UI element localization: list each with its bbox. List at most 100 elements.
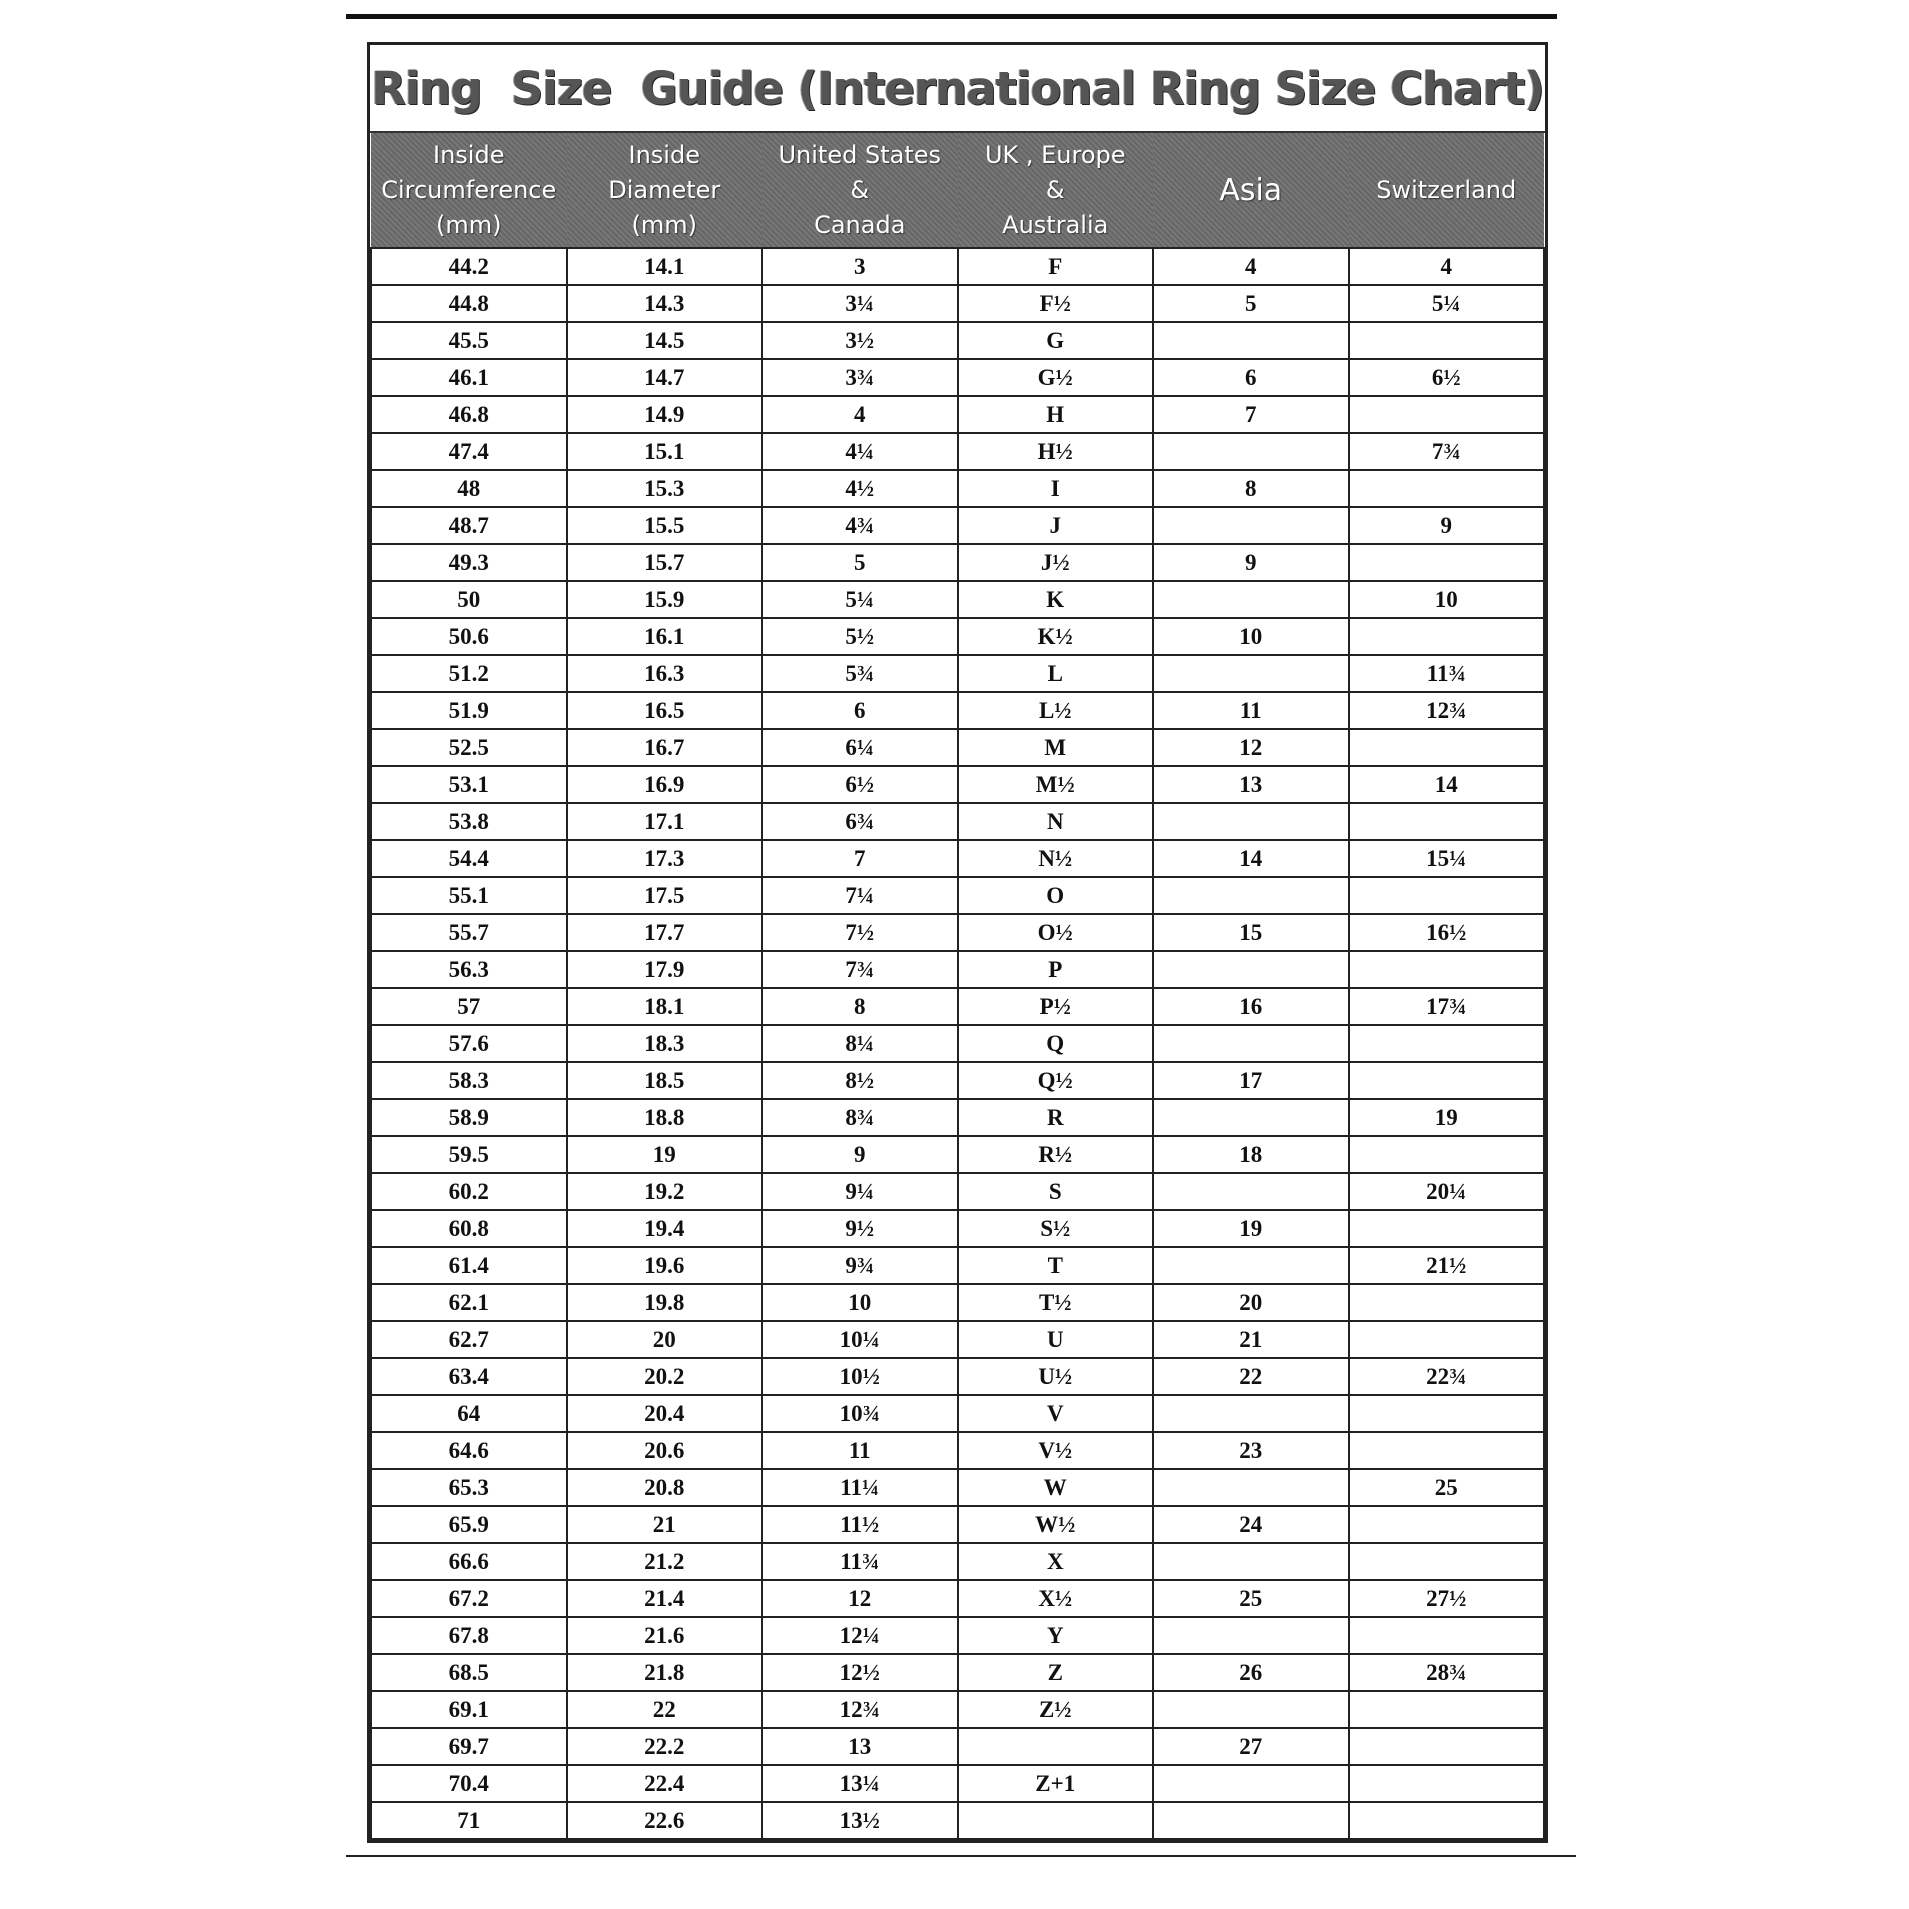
cell-circumference: 64 <box>370 1394 568 1433</box>
cell-circumference: 65.3 <box>370 1468 568 1507</box>
cell-circumference: 63.4 <box>370 1357 568 1396</box>
cell-switzerland: 22¾ <box>1347 1357 1545 1396</box>
table-row: 66.6 21.2 11¾ X <box>370 1542 1545 1581</box>
cell-circumference: 48 <box>370 469 568 508</box>
cell-uk-europe-australia <box>956 1727 1154 1766</box>
cell-circumference: 45.5 <box>370 321 568 360</box>
cell-asia: 19 <box>1152 1209 1350 1248</box>
cell-diameter: 17.5 <box>565 876 763 915</box>
cell-diameter: 16.3 <box>565 654 763 693</box>
cell-circumference: 62.7 <box>370 1320 568 1359</box>
table-row: 67.2 21.4 12 X½ 25 27½ <box>370 1579 1545 1618</box>
cell-us-canada: 12¼ <box>761 1616 959 1655</box>
table-row: 48 15.3 4½ I 8 <box>370 469 1545 508</box>
table-row: 56.3 17.9 7¾ P <box>370 950 1545 989</box>
cell-diameter: 15.7 <box>565 543 763 582</box>
cell-us-canada: 4½ <box>761 469 959 508</box>
table-row: 69.1 22 12¾ Z½ <box>370 1690 1545 1729</box>
cell-switzerland <box>1347 617 1545 656</box>
ring-size-table: Inside Circumference (mm) Inside Diamete… <box>370 133 1545 1840</box>
cell-diameter: 19.8 <box>565 1283 763 1322</box>
cell-circumference: 58.3 <box>370 1061 568 1100</box>
cell-asia: 25 <box>1152 1579 1350 1618</box>
cell-circumference: 60.2 <box>370 1172 568 1211</box>
table-row: 59.5 19 9 R½ 18 <box>370 1135 1545 1174</box>
cell-switzerland <box>1347 728 1545 767</box>
header-switzerland: Switzerland <box>1348 133 1544 248</box>
cell-asia: 17 <box>1152 1061 1350 1100</box>
cell-diameter: 16.5 <box>565 691 763 730</box>
cell-circumference: 46.8 <box>370 395 568 434</box>
cell-us-canada: 12 <box>761 1579 959 1618</box>
cell-asia <box>1152 654 1350 693</box>
header-diameter: Inside Diameter (mm) <box>566 133 762 248</box>
cell-uk-europe-australia: Y <box>956 1616 1154 1655</box>
cell-switzerland: 16½ <box>1347 913 1545 952</box>
cell-diameter: 19.4 <box>565 1209 763 1248</box>
header-row: Inside Circumference (mm) Inside Diamete… <box>371 133 1544 248</box>
cell-switzerland: 20¼ <box>1347 1172 1545 1211</box>
cell-uk-europe-australia: U½ <box>956 1357 1154 1396</box>
cell-diameter: 21.2 <box>565 1542 763 1581</box>
table-row: 55.1 17.5 7¼ O <box>370 876 1545 915</box>
cell-diameter: 20.8 <box>565 1468 763 1507</box>
cell-switzerland <box>1347 395 1545 434</box>
cell-asia <box>1152 1024 1350 1063</box>
cell-asia: 22 <box>1152 1357 1350 1396</box>
cell-switzerland <box>1347 1024 1545 1063</box>
cell-asia: 24 <box>1152 1505 1350 1544</box>
cell-diameter: 17.3 <box>565 839 763 878</box>
cell-uk-europe-australia: I <box>956 469 1154 508</box>
cell-us-canada: 5 <box>761 543 959 582</box>
cell-circumference: 57 <box>370 987 568 1026</box>
cell-asia: 11 <box>1152 691 1350 730</box>
cell-us-canada: 5¾ <box>761 654 959 693</box>
cell-uk-europe-australia: K½ <box>956 617 1154 656</box>
cell-diameter: 21.6 <box>565 1616 763 1655</box>
cell-diameter: 16.9 <box>565 765 763 804</box>
table-row: 50 15.9 5¼ K 10 <box>370 580 1545 619</box>
cell-diameter: 18.8 <box>565 1098 763 1137</box>
cell-circumference: 53.1 <box>370 765 568 804</box>
cell-asia: 6 <box>1152 358 1350 397</box>
cell-asia <box>1152 1690 1350 1729</box>
cell-asia <box>1152 950 1350 989</box>
cell-us-canada: 3½ <box>761 321 959 360</box>
cell-circumference: 57.6 <box>370 1024 568 1063</box>
cell-circumference: 70.4 <box>370 1764 568 1803</box>
cell-us-canada: 10½ <box>761 1357 959 1396</box>
cell-us-canada: 7¾ <box>761 950 959 989</box>
cell-asia <box>1152 1764 1350 1803</box>
cell-us-canada: 11¼ <box>761 1468 959 1507</box>
cell-switzerland <box>1347 1431 1545 1470</box>
cell-uk-europe-australia: N <box>956 802 1154 841</box>
cell-asia: 4 <box>1152 247 1350 286</box>
cell-switzerland <box>1347 1764 1545 1803</box>
cell-asia <box>1152 321 1350 360</box>
cell-uk-europe-australia: J <box>956 506 1154 545</box>
cell-asia <box>1152 1616 1350 1655</box>
cell-us-canada: 9¼ <box>761 1172 959 1211</box>
cell-switzerland: 5¼ <box>1347 284 1545 323</box>
table-row: 57.6 18.3 8¼ Q <box>370 1024 1545 1063</box>
cell-us-canada: 4¼ <box>761 432 959 471</box>
cell-switzerland <box>1347 1283 1545 1322</box>
cell-diameter: 14.3 <box>565 284 763 323</box>
table-row: 60.2 19.2 9¼ S 20¼ <box>370 1172 1545 1211</box>
cell-switzerland <box>1347 1061 1545 1100</box>
cell-circumference: 59.5 <box>370 1135 568 1174</box>
cell-diameter: 21.8 <box>565 1653 763 1692</box>
cell-switzerland <box>1347 321 1545 360</box>
cell-uk-europe-australia: K <box>956 580 1154 619</box>
cell-switzerland <box>1347 1690 1545 1729</box>
cell-us-canada: 4 <box>761 395 959 434</box>
cell-diameter: 18.1 <box>565 987 763 1026</box>
table-row: 46.1 14.7 3¾ G½ 6 6½ <box>370 358 1545 397</box>
cell-us-canada: 10¼ <box>761 1320 959 1359</box>
cell-switzerland: 9 <box>1347 506 1545 545</box>
cell-us-canada: 6½ <box>761 765 959 804</box>
cell-switzerland <box>1347 543 1545 582</box>
table-row: 55.7 17.7 7½ O½ 15 16½ <box>370 913 1545 952</box>
header-uk-europe-australia: UK , Europe & Australia <box>957 133 1153 248</box>
cell-circumference: 64.6 <box>370 1431 568 1470</box>
